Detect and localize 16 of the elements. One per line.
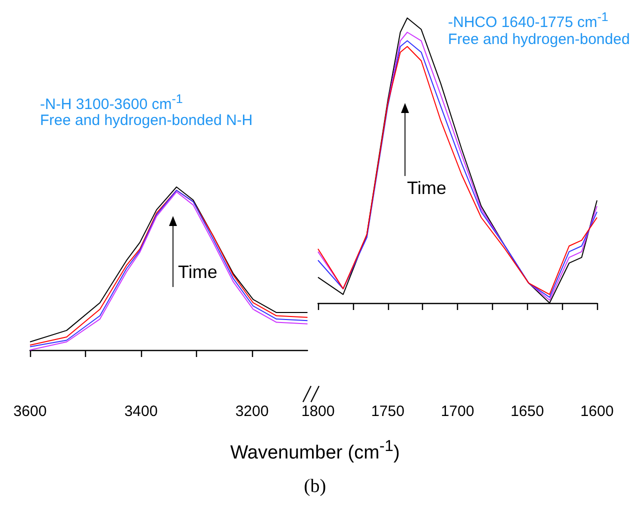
x-tick-label: 1750 bbox=[371, 403, 404, 420]
text: Free and hydrogen-bonded N-H bbox=[40, 112, 253, 130]
x-tick-label: 1650 bbox=[510, 403, 544, 420]
x-tick-label: 1600 bbox=[580, 403, 614, 420]
text: (b) bbox=[304, 476, 326, 499]
annotation: -NHCO 1640-1775 cm$^{-1}$ bbox=[448, 10, 608, 32]
x-tick-label: 3600 bbox=[13, 403, 47, 420]
x-tick-label: 1800 bbox=[301, 403, 335, 420]
annotation: Free and hydrogen-bonded bbox=[448, 31, 630, 49]
annotation: Time bbox=[178, 262, 218, 284]
x-tick-label: 3200 bbox=[235, 403, 269, 420]
x-tick-label: 1700 bbox=[440, 403, 474, 420]
text: -N-H 3100-3600 cm$^{-1}$ bbox=[40, 92, 183, 114]
x-axis-title: Wavenumber (cm$^{-1}$) bbox=[230, 438, 400, 464]
annotation: Time bbox=[407, 178, 446, 200]
x-tick-label: 3400 bbox=[124, 403, 158, 420]
